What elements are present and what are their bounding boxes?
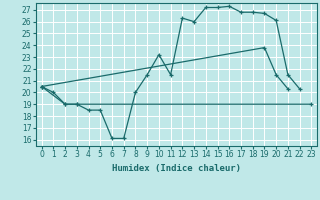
X-axis label: Humidex (Indice chaleur): Humidex (Indice chaleur) (112, 164, 241, 173)
